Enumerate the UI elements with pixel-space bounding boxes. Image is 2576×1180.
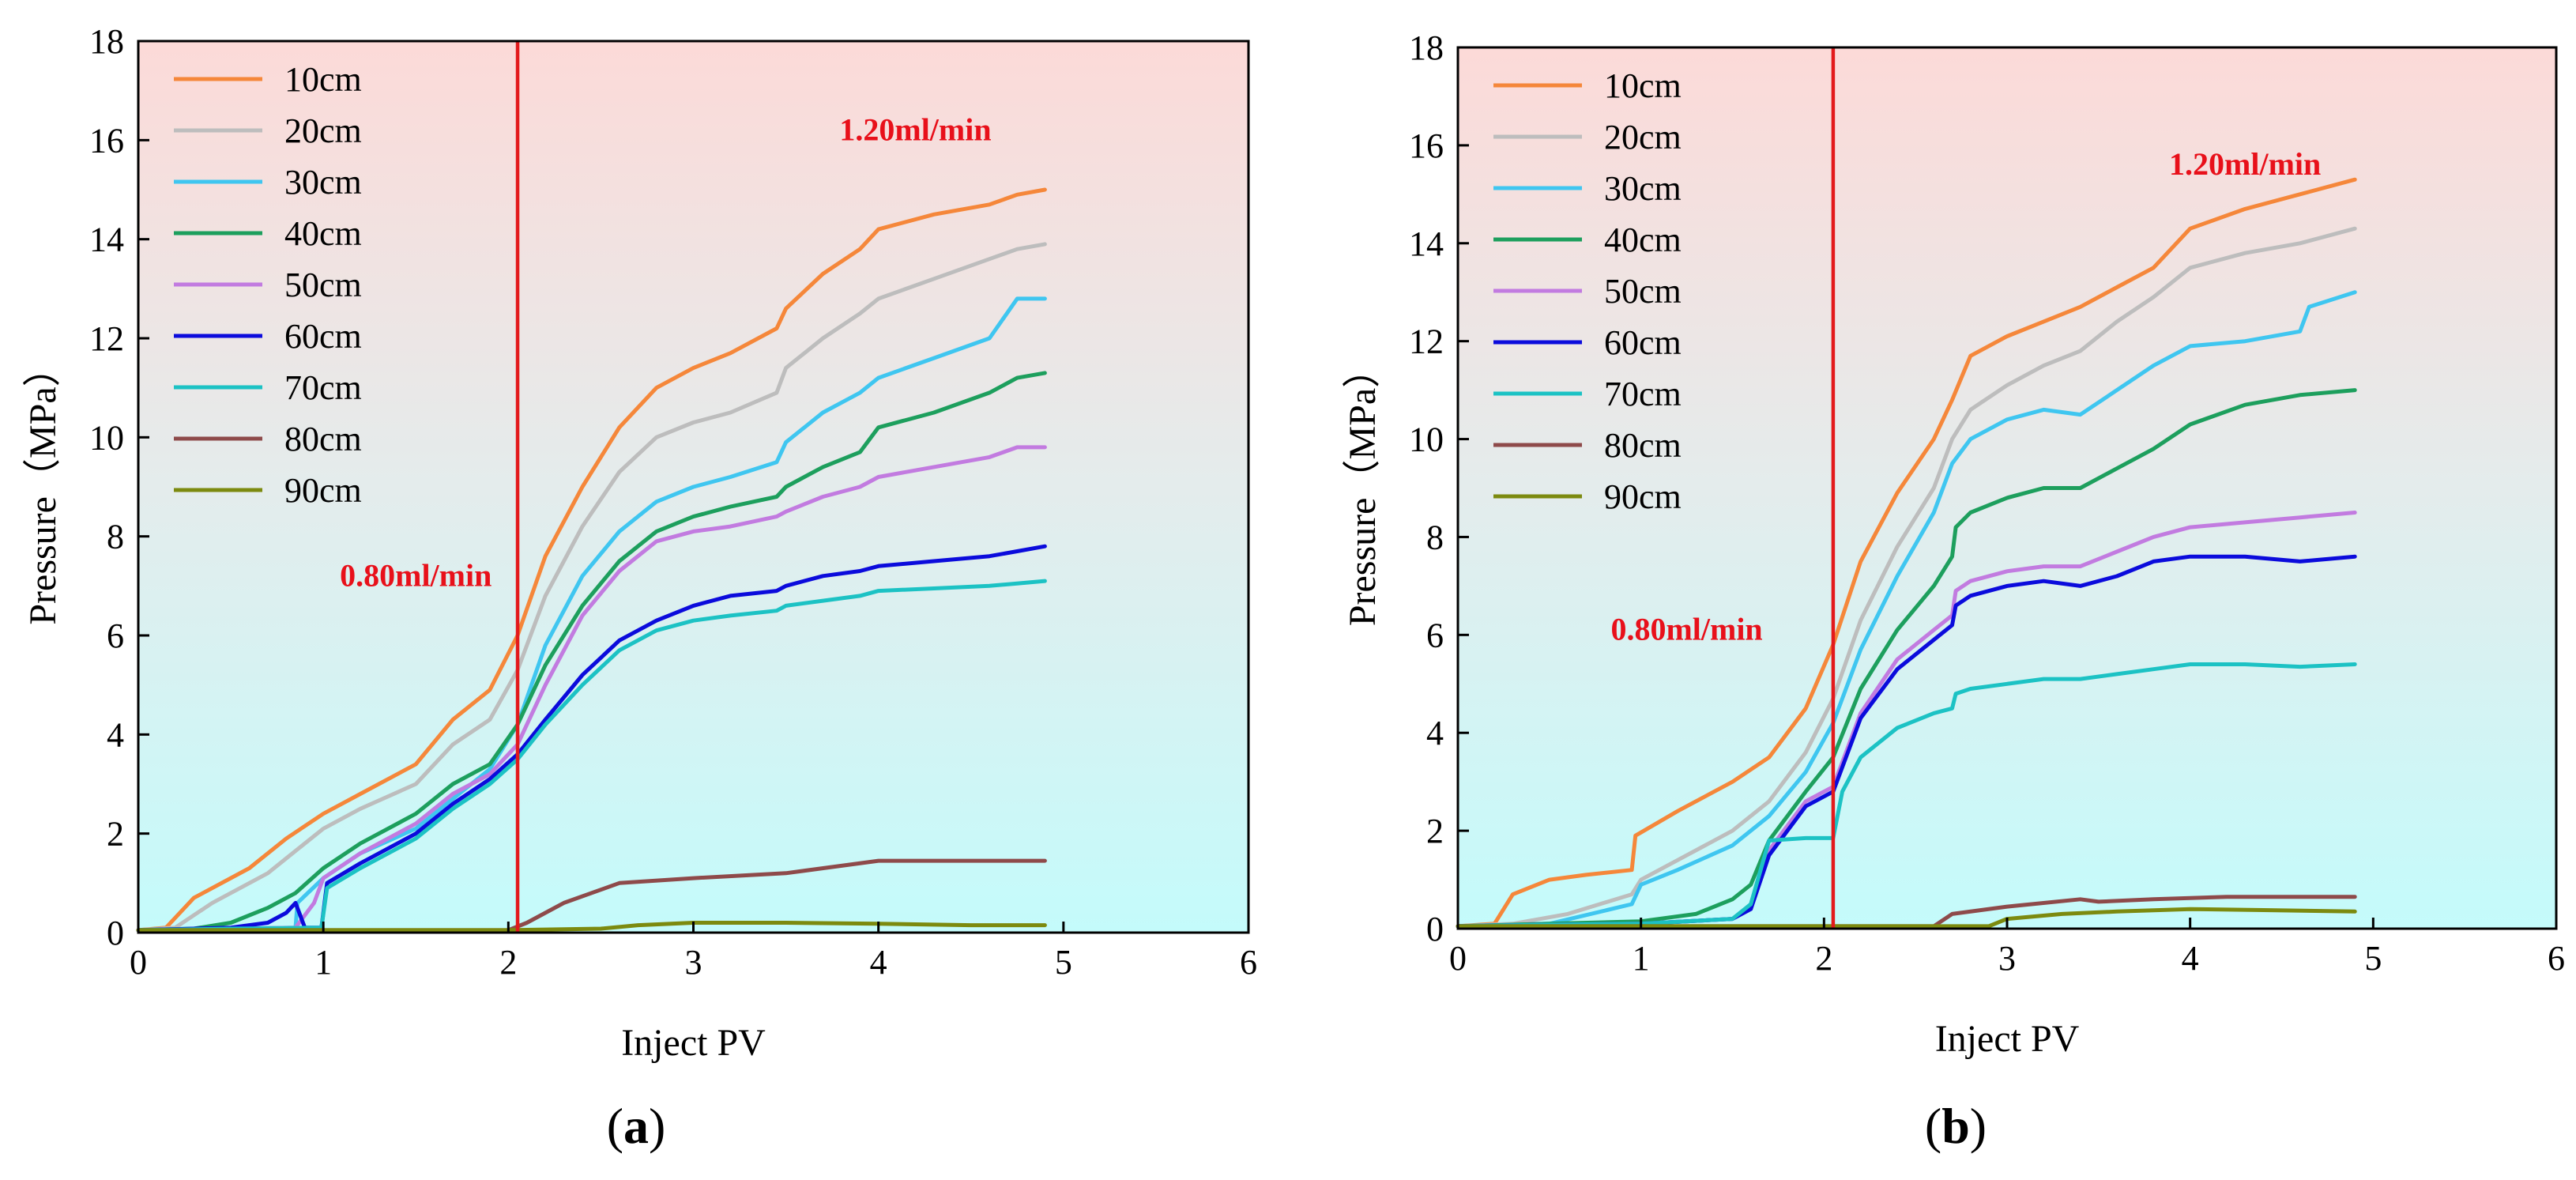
y-tick-label: 16 [1409, 126, 1444, 165]
x-tick-label: 4 [2182, 939, 2199, 978]
series-line-70cm [1456, 662, 2357, 929]
flow-rate-annotation: 0.80ml/min [340, 557, 491, 593]
y-tick-label: 18 [1409, 28, 1444, 67]
y-tick-label: 14 [1409, 224, 1444, 263]
x-tick-label: 5 [2364, 939, 2382, 978]
series-line-10cm [136, 187, 1047, 933]
legend-label-20cm: 20cm [1604, 118, 1682, 156]
x-tick-label: 6 [1240, 943, 1257, 982]
y-tick-label: 12 [1409, 322, 1444, 361]
series-line-60cm [136, 544, 1047, 933]
x-axis-title: Inject PV [621, 1022, 766, 1064]
y-tick-label: 8 [1426, 518, 1444, 556]
legend-label-90cm: 90cm [1604, 477, 1682, 516]
legend-label-80cm: 80cm [1604, 426, 1682, 465]
series-line-40cm [136, 371, 1047, 933]
flow-rate-annotation: 1.20ml/min [839, 111, 991, 147]
legend-label-40cm: 40cm [1604, 221, 1682, 259]
x-tick-label: 4 [870, 943, 887, 982]
legend-label-70cm: 70cm [1604, 375, 1682, 413]
legend-label-70cm: 70cm [284, 368, 362, 407]
legend-label-50cm: 50cm [284, 266, 362, 304]
y-tick-label: 18 [89, 22, 124, 61]
series-line-30cm [1456, 290, 2357, 929]
legend-label-10cm: 10cm [1604, 66, 1682, 105]
y-tick-label: 12 [89, 319, 124, 358]
y-tick-label: 16 [89, 121, 124, 160]
legend-label-60cm: 60cm [1604, 323, 1682, 362]
x-tick-label: 3 [685, 943, 702, 982]
y-tick-label: 4 [107, 715, 124, 754]
legend-label-80cm: 80cm [284, 420, 362, 458]
legend-label-30cm: 30cm [1604, 169, 1682, 208]
y-tick-label: 4 [1426, 714, 1444, 752]
flow-rate-annotation: 0.80ml/min [1610, 612, 1762, 647]
legend-label-60cm: 60cm [284, 317, 362, 356]
legend-label-10cm: 10cm [284, 60, 362, 99]
legend-label-90cm: 90cm [284, 471, 362, 510]
y-tick-label: 10 [89, 418, 124, 457]
x-axis-title: Inject PV [1935, 1018, 2080, 1060]
x-tick-label: 1 [1633, 939, 1650, 978]
series-line-60cm [1456, 554, 2357, 929]
series-line-70cm [136, 579, 1047, 933]
x-tick-label: 1 [314, 943, 332, 982]
x-tick-label: 2 [1815, 939, 1832, 978]
series-line-20cm [1456, 226, 2357, 929]
y-tick-label: 10 [1409, 420, 1444, 459]
y-tick-label: 8 [107, 518, 124, 556]
legend-label-50cm: 50cm [1604, 272, 1682, 311]
series-line-20cm [136, 242, 1047, 933]
y-axis-title: Pressure（MPa） [1342, 350, 1384, 626]
y-tick-label: 0 [1426, 910, 1444, 948]
x-tick-label: 3 [1998, 939, 2016, 978]
y-axis-title: Pressure（MPa） [22, 349, 64, 624]
legend-label-30cm: 30cm [284, 163, 362, 202]
x-tick-label: 2 [499, 943, 517, 982]
y-tick-label: 0 [107, 914, 124, 952]
panel-a-label: (a) [607, 1098, 666, 1154]
y-tick-label: 14 [89, 221, 124, 259]
panel-b-label: (b) [1925, 1098, 1987, 1154]
x-tick-label: 0 [1449, 939, 1467, 978]
y-tick-label: 6 [107, 616, 124, 655]
series-line-40cm [1456, 388, 2357, 929]
series-line-90cm [1456, 907, 2357, 929]
flow-rate-annotation: 1.20ml/min [2169, 146, 2321, 182]
y-tick-label: 2 [107, 815, 124, 854]
y-tick-label: 2 [1426, 812, 1444, 850]
series-line-10cm [1456, 177, 2357, 929]
plot-background [1458, 47, 2556, 929]
x-tick-label: 5 [1055, 943, 1072, 982]
legend-label-40cm: 40cm [284, 214, 362, 253]
series-line-50cm [136, 445, 1047, 933]
legend-label-20cm: 20cm [284, 111, 362, 150]
x-tick-label: 6 [2548, 939, 2565, 978]
y-tick-label: 6 [1426, 616, 1444, 654]
series-line-90cm [136, 921, 1047, 933]
x-tick-label: 0 [130, 943, 147, 982]
